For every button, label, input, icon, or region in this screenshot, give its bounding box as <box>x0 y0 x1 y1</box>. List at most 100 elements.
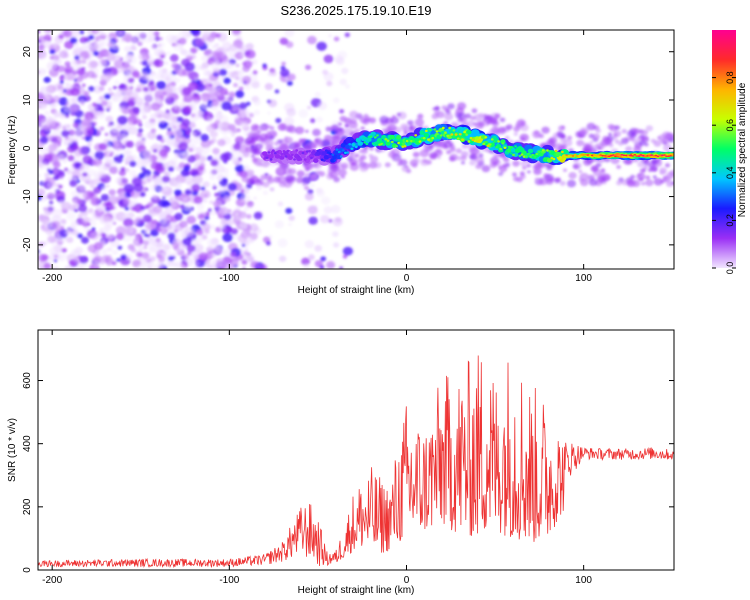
heatmap-noise-cell <box>232 105 240 112</box>
heatmap-ridge-cell <box>555 151 561 157</box>
heatmap-halo-cell <box>544 163 549 167</box>
heatmap-halo-cell <box>265 174 273 181</box>
heatmap-noise-cell <box>81 83 86 88</box>
heatmap-halo-cell <box>664 163 671 168</box>
heatmap-noise-cell <box>208 169 217 176</box>
heatmap-halo-cell <box>294 126 305 135</box>
heatmap-noise-cell <box>200 139 211 149</box>
heatmap-noise-cell <box>63 106 71 113</box>
heatmap-halo-cell <box>482 114 487 118</box>
heatmap-noise-cell <box>250 261 260 269</box>
heatmap-halo-cell <box>361 148 368 154</box>
y-tick-label: 0 <box>22 567 33 573</box>
heatmap-noise-cell <box>166 51 171 55</box>
heatmap-ridge-cell <box>352 143 356 146</box>
heatmap-halo-cell <box>396 112 402 117</box>
heatmap-noise-cell <box>43 161 48 165</box>
heatmap-ridge-cell <box>410 140 413 143</box>
heatmap-noise-cell <box>124 45 132 53</box>
heatmap-halo-cell <box>600 168 606 173</box>
heatmap-halo-cell <box>419 149 429 158</box>
heatmap-noise-cell <box>66 253 77 263</box>
heatmap-halo-cell <box>310 173 315 177</box>
heatmap-halo-cell <box>505 162 511 167</box>
heatmap-halo-cell <box>583 144 592 152</box>
heatmap-noise-cell <box>60 201 71 211</box>
heatmap-noise-cell <box>298 109 309 118</box>
heatmap-halo-cell <box>457 117 463 123</box>
heatmap-ridge-cell <box>268 154 274 159</box>
heatmap-ridge-cell <box>284 155 288 158</box>
heatmap-ridge-cell <box>484 136 488 139</box>
heatmap-noise-cell <box>176 116 184 123</box>
heatmap-noise-cell <box>83 54 88 58</box>
heatmap-ridge-cell <box>527 148 534 154</box>
heatmap-noise-cell <box>195 101 200 105</box>
heatmap-noise-cell <box>165 109 170 114</box>
heatmap-noise-cell <box>43 219 53 228</box>
heatmap-noise-cell <box>167 73 177 82</box>
heatmap-ridge-cell <box>403 145 407 148</box>
heatmap-noise-cell <box>112 261 117 266</box>
heatmap-noise-cell <box>155 173 160 177</box>
heatmap-noise-cell <box>66 236 74 243</box>
heatmap-noise-cell <box>142 114 147 120</box>
y-tick-label: 400 <box>22 435 33 452</box>
heatmap-ridge-cell <box>518 154 522 158</box>
heatmap-noise-cell <box>158 256 166 263</box>
heatmap-noise-cell <box>130 247 137 253</box>
heatmap-ridge-cell <box>316 149 320 153</box>
heatmap-noise-cell <box>172 262 179 268</box>
heatmap-ridge-cell <box>639 154 643 156</box>
heatmap-halo-cell <box>431 113 439 120</box>
heatmap-ridge-cell <box>554 149 558 153</box>
heatmap-noise-cell <box>146 64 151 69</box>
heatmap-noise-cell <box>87 222 91 226</box>
heatmap-noise-cell <box>53 110 61 117</box>
heatmap-noise-cell <box>112 221 117 225</box>
heatmap-noise-cell <box>123 71 132 80</box>
heatmap-halo-cell <box>304 172 310 178</box>
heatmap-noise-cell <box>150 44 157 51</box>
heatmap-noise-cell <box>221 40 232 50</box>
heatmap-ridge-cell <box>565 154 568 156</box>
heatmap-noise-cell <box>316 116 323 123</box>
heatmap-halo-cell <box>586 122 596 131</box>
heatmap-noise-cell <box>149 184 158 192</box>
heatmap-noise-cell <box>205 70 212 76</box>
heatmap-halo-cell <box>504 135 510 140</box>
heatmap-halo-cell <box>513 132 518 136</box>
heatmap-noise-cell <box>220 266 225 269</box>
heatmap-noise-cell <box>210 159 219 167</box>
heatmap-ridge-cell <box>412 139 415 143</box>
heatmap-ridge-cell <box>471 138 475 141</box>
heatmap-ridge-cell <box>465 133 469 136</box>
x-tick-label: -100 <box>219 575 239 586</box>
heatmap-halo-cell <box>589 140 594 144</box>
heatmap-noise-cell <box>99 126 105 131</box>
heatmap-ridge-cell <box>667 155 671 157</box>
heatmap-noise-cell <box>90 197 101 206</box>
heatmap-noise-cell <box>113 155 124 164</box>
heatmap-noise-cell <box>215 33 222 38</box>
heatmap-noise-cell <box>81 136 86 140</box>
heatmap-ridge-cell <box>327 151 330 154</box>
heatmap-noise-cell <box>59 80 64 84</box>
heatmap-halo-cell <box>324 134 333 142</box>
heatmap-noise-cell <box>79 164 90 174</box>
heatmap-noise-cell <box>216 258 226 266</box>
heatmap-ridge-cell <box>420 136 424 140</box>
heatmap-halo-cell <box>472 122 478 126</box>
heatmap-ridge-cell <box>373 136 377 139</box>
heatmap-noise-cell <box>124 168 130 173</box>
heatmap-ridge-cell <box>274 152 277 155</box>
heatmap-noise-cell <box>73 131 83 141</box>
heatmap-halo-cell <box>446 150 452 155</box>
heatmap-noise-cell <box>79 30 85 35</box>
heatmap-noise-cell <box>321 196 331 205</box>
heatmap-noise-cell <box>230 155 234 159</box>
heatmap-halo-cell <box>266 130 272 135</box>
heatmap-noise-cell <box>110 92 115 96</box>
heatmap-halo-cell <box>560 134 566 139</box>
heatmap-halo-cell <box>541 126 550 134</box>
